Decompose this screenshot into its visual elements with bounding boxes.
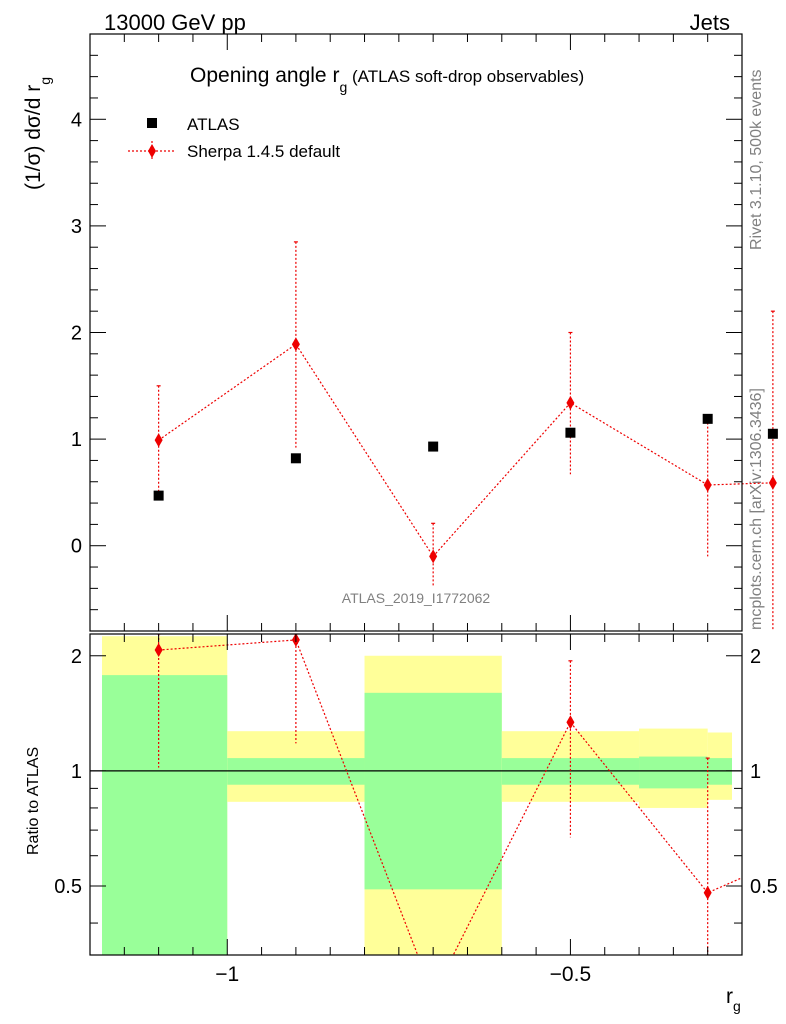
ratio-point (566, 715, 575, 730)
atlas-point (428, 441, 439, 452)
main-ytick-label: 0 (71, 536, 82, 558)
ratio-ytick-label-right: 0.5 (750, 876, 778, 898)
main-ytick-label: 2 (71, 323, 82, 345)
ratio-band-green (102, 675, 228, 955)
atlas-point (153, 490, 164, 501)
main-ytick-label: 1 (71, 429, 82, 451)
atlas-point (767, 428, 778, 439)
energy-label: 13000 GeV pp (104, 10, 246, 35)
ratio-series-group (154, 634, 777, 955)
main-title-text: Opening angle r (190, 64, 339, 87)
ratio-band-green (639, 756, 708, 789)
ratio-xlabel: rg (726, 985, 741, 1014)
ratio-xtick-label: −1 (215, 963, 239, 986)
sherpa-line (158, 343, 773, 558)
ratio-ytick-label-right: 1 (750, 761, 761, 783)
ratio-ytick-label-left: 1 (71, 761, 82, 783)
main-title: Opening angle rg (ATLAS soft-drop observ… (190, 64, 584, 95)
atlas-point (290, 453, 301, 464)
ratio-point (769, 857, 777, 871)
process-label: Jets (690, 10, 730, 35)
main-ylabel: (1/σ) dσ/d rg (22, 77, 53, 190)
ratio-xlabel-sub: g (733, 998, 741, 1014)
ratio-ytick-label-left: 2 (71, 646, 82, 668)
main-ytick-label: 3 (71, 216, 82, 238)
ratio-point (703, 885, 712, 900)
ratio-ytick-label-right: 2 (750, 646, 761, 668)
sherpa-point (703, 477, 712, 492)
main-title-suffix: (ATLAS soft-drop observables) (352, 67, 584, 86)
mcplots-label: mcplots.cern.ch [arXiv:1306.3436] (748, 388, 765, 630)
sherpa-point (429, 549, 438, 564)
ratio-ytick-label-left: 0.5 (54, 876, 82, 898)
sherpa-point (768, 475, 777, 490)
sherpa-point (291, 337, 300, 352)
sherpa-point (154, 433, 163, 448)
ratio-frame (89, 633, 743, 956)
ratio-point (154, 643, 163, 658)
main-ytick-label: 4 (71, 109, 82, 131)
legend-atlas-marker (147, 118, 157, 128)
main-ylabel-text: (1/σ) dσ/d r (22, 85, 45, 190)
atlas-point (702, 413, 713, 424)
sherpa-point (566, 395, 575, 410)
legend-atlas-label: ATLAS (187, 115, 240, 134)
atlas-point (565, 427, 576, 438)
ratio-panel: 0.5 0.5 1 1 2 2 −1 −0.5 Ratio to ATLAS rg (25, 633, 778, 1014)
ratio-xlabel-text: r (726, 985, 733, 1008)
main-title-sub: g (339, 79, 347, 95)
legend-sherpa-marker (148, 144, 156, 158)
ratio-xtick-label: −0.5 (550, 963, 591, 986)
legend: ATLAS Sherpa 1.4.5 default (128, 115, 340, 161)
ratio-ylabel: Ratio to ATLAS (25, 747, 42, 855)
main-ylabel-sub: g (37, 77, 53, 85)
watermark: ATLAS_2019_I1772062 (342, 590, 491, 606)
legend-sherpa-label: Sherpa 1.4.5 default (187, 142, 340, 161)
rivet-label: Rivet 3.1.10, 500k events (748, 69, 765, 250)
ratio-band-green (364, 692, 502, 890)
